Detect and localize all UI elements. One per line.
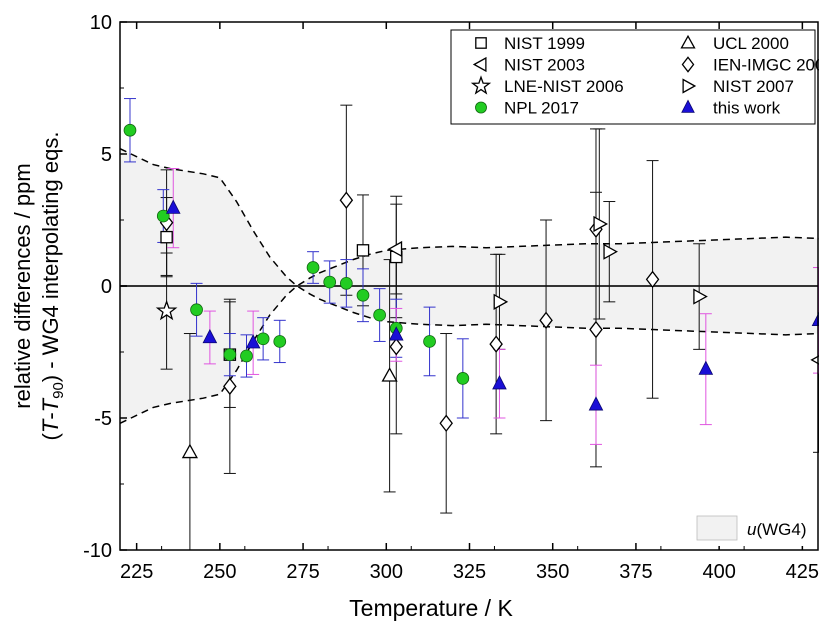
legend-box <box>450 29 816 125</box>
legend-label-nist-1999: NIST 1999 <box>504 34 585 53</box>
y-tick-label: -10 <box>83 540 112 562</box>
ylabel-sub-90: 90 <box>50 382 67 399</box>
ylabel-T90: T <box>38 397 63 412</box>
y-axis-label-line1: relative differences / ppm <box>10 163 35 408</box>
legend: NIST 1999 UCL 2000 NIST 2003 IEN-IMGC 2004 L… <box>450 29 819 125</box>
point-this-work <box>588 396 604 411</box>
ylabel-minus: - <box>38 412 63 419</box>
x-axis-label: Temperature / K <box>349 595 513 621</box>
point-nist-2007 <box>603 243 618 260</box>
point-npl-2017 <box>356 288 370 302</box>
point-npl-2017 <box>123 123 137 137</box>
point-ien-imgc-2004 <box>645 270 660 289</box>
y-tick-label: 10 <box>90 12 112 34</box>
y-axis-label: relative differences / ppm (T-T90) - WG4… <box>10 132 67 441</box>
point-nist-2007 <box>693 288 708 305</box>
band-legend-u: u <box>747 520 757 539</box>
point-npl-2017 <box>373 308 386 322</box>
point-ien-imgc-2004 <box>223 377 237 396</box>
band-legend-label: u(WG4) <box>747 520 807 539</box>
band-legend: u(WG4) <box>693 512 815 546</box>
legend-marker-nist-2007 <box>682 78 697 94</box>
point-ucl-2000 <box>181 443 199 459</box>
point-ien-imgc-2004 <box>439 414 453 433</box>
point-npl-2017 <box>156 209 170 223</box>
point-ien-imgc-2004 <box>589 320 603 339</box>
legend-marker-lne-nist-2006 <box>470 75 492 95</box>
legend-label-ucl-2000: UCL 2000 <box>713 34 789 53</box>
legend-label-nist-2007: NIST 2007 <box>713 77 794 96</box>
point-ien-imgc-2004 <box>489 335 503 353</box>
legend-marker-nist-2003 <box>472 56 487 73</box>
y-axis-label-line2: (T-T90) - WG4 interpolating eqs. <box>38 132 67 441</box>
point-this-work <box>698 360 714 375</box>
point-nist-2007 <box>593 215 609 233</box>
y-tick-label: -5 <box>94 408 112 430</box>
point-npl-2017 <box>190 303 203 317</box>
legend-marker-ien-imgc-2004 <box>681 56 695 73</box>
point-npl-2017 <box>273 335 287 348</box>
point-ucl-2000 <box>381 367 398 382</box>
y-tick-label: 5 <box>101 144 112 166</box>
x-tick-label: 350 <box>536 561 569 583</box>
band-legend-swatch <box>696 515 738 541</box>
ylabel-paren-open: ( <box>38 432 63 440</box>
point-this-work <box>492 375 507 390</box>
x-tick-label: 400 <box>702 561 735 583</box>
x-tick-label: 325 <box>453 561 486 583</box>
band-legend-rest: (WG4) <box>756 520 806 539</box>
legend-label-nist-2003: NIST 2003 <box>504 56 585 75</box>
legend-label-lne-nist-2006: LNE-NIST 2006 <box>504 77 624 96</box>
ylabel-rest: ) - WG4 interpolating eqs. <box>38 132 63 383</box>
point-nist-1999 <box>356 244 370 257</box>
point-this-work <box>165 199 181 214</box>
point-npl-2017 <box>240 349 253 363</box>
legend-marker-nist-1999 <box>475 37 487 49</box>
point-npl-2017 <box>256 332 270 346</box>
x-tick-label: 300 <box>370 561 403 583</box>
legend-marker-this-work <box>681 99 695 113</box>
point-this-work <box>202 328 218 344</box>
legend-label-this-work: this work <box>713 99 781 118</box>
point-lne-nist-2006 <box>155 299 178 321</box>
axis-ticks: 225 250 275 300 325 350 375 400 425 -10 -5 0 5 10 <box>83 12 819 583</box>
x-tick-label: 225 <box>120 561 153 583</box>
x-tick-label: 275 <box>286 561 319 583</box>
point-nist-2007 <box>493 293 509 310</box>
legend-label-npl-2017: NPL 2017 <box>504 99 579 118</box>
point-ien-imgc-2004 <box>339 191 354 209</box>
point-ien-imgc-2004 <box>539 311 553 330</box>
legend-marker-ucl-2000 <box>680 34 696 49</box>
point-npl-2017 <box>339 277 353 290</box>
x-tick-label: 250 <box>203 561 236 583</box>
point-npl-2017 <box>323 275 337 289</box>
point-ien-imgc-2004 <box>389 337 404 356</box>
ylabel-T: T <box>38 418 63 433</box>
point-nist-2003 <box>387 240 403 258</box>
point-this-work <box>245 334 261 349</box>
x-tick-label: 425 <box>786 561 819 583</box>
legend-marker-npl-2017 <box>475 101 487 114</box>
point-npl-2017 <box>456 372 470 385</box>
legend-label-ien-imgc-2004: IEN-IMGC 2004 <box>713 56 819 75</box>
point-npl-2017 <box>423 335 436 348</box>
y-tick-label: 0 <box>101 276 112 298</box>
x-tick-label: 375 <box>619 561 652 583</box>
point-npl-2017 <box>306 261 320 274</box>
point-this-work <box>388 326 404 341</box>
point-nist-1999 <box>160 230 173 244</box>
point-npl-2017 <box>223 348 237 361</box>
